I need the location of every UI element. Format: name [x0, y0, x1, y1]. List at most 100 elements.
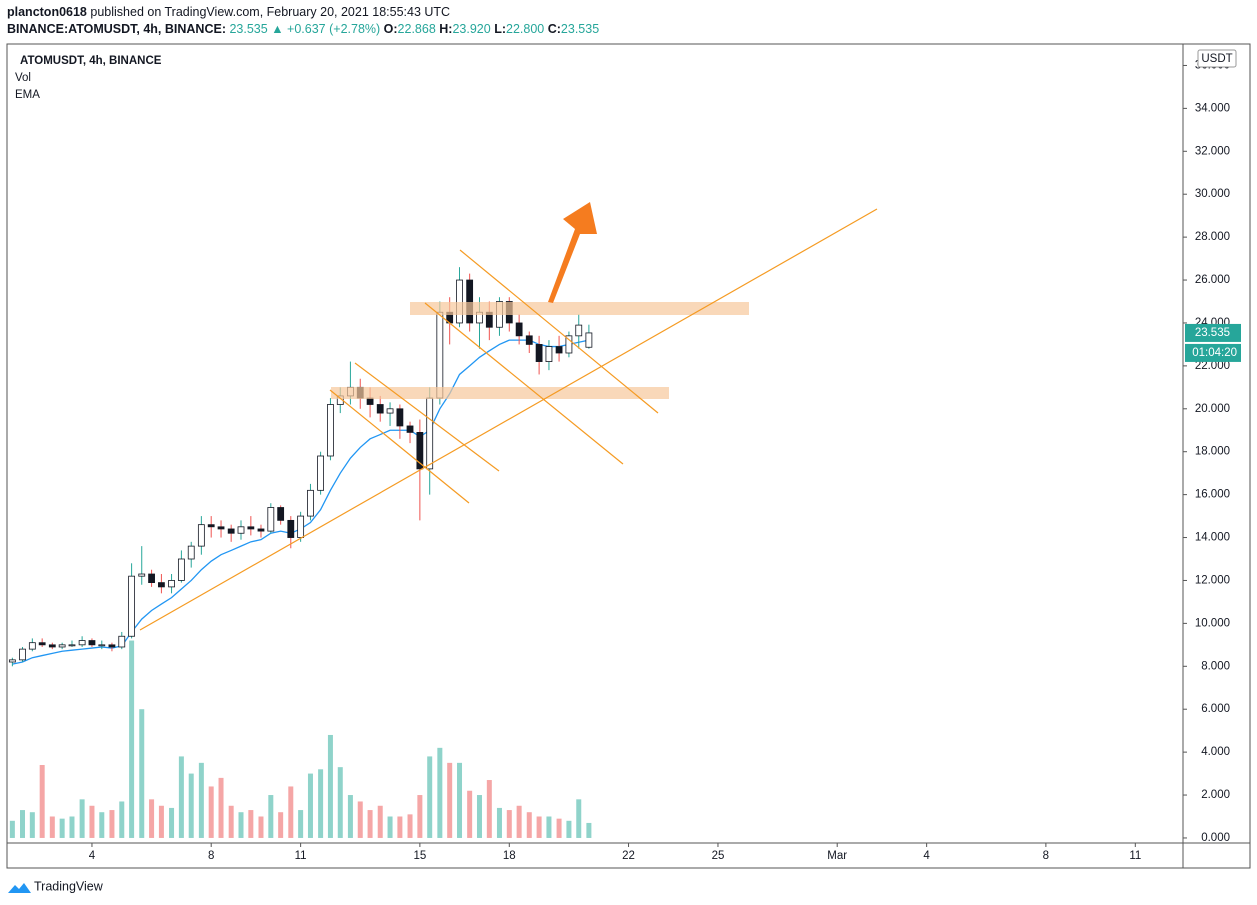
- y-tick-label: 32.000: [1195, 145, 1230, 157]
- volume-bar: [526, 812, 532, 838]
- x-tick-label: 4: [923, 850, 930, 862]
- countdown: 01:04:20: [1192, 347, 1237, 359]
- candle-body: [247, 526, 255, 530]
- user: plancton0618: [7, 5, 87, 19]
- volume-bar: [149, 799, 155, 838]
- x-tick-label: 11: [1129, 850, 1141, 862]
- volume-bar: [29, 812, 35, 838]
- candle-body: [416, 431, 424, 470]
- axes: 0.000 2.000 4.000 6.000 8.000 10.000 12.000 14.…: [89, 59, 1241, 862]
- arrow: ▲: [271, 22, 284, 36]
- legend-ema: EMA: [15, 89, 40, 101]
- candle-body: [28, 642, 36, 650]
- publish-line: plancton0618 published on TradingView.co…: [7, 5, 450, 19]
- volume-bar: [457, 762, 463, 838]
- y-tick-label: 16.000: [1195, 489, 1230, 501]
- volume-bar: [566, 820, 572, 838]
- x-tick-label: 11: [295, 850, 307, 862]
- y-tick-label: 20.000: [1195, 403, 1230, 415]
- channel-line: [329, 389, 470, 504]
- volume-bar: [397, 816, 403, 838]
- candle-body: [525, 335, 533, 345]
- candle-body: [38, 642, 46, 646]
- volume-bar: [377, 805, 383, 838]
- y-tick-label: 28.000: [1195, 231, 1230, 243]
- volume-bar: [367, 810, 373, 838]
- x-tick-label: 4: [89, 850, 96, 862]
- candle-body: [68, 644, 76, 647]
- candle-body: [466, 279, 474, 324]
- volume-bar: [79, 799, 85, 838]
- y-tick-label: 0.000: [1201, 832, 1230, 844]
- volume-bar: [298, 810, 304, 838]
- frame: [6, 43, 1251, 869]
- candle-body: [396, 408, 404, 427]
- candle-body: [456, 279, 463, 324]
- volume-bar: [437, 747, 443, 838]
- ohlc-key: C:: [547, 22, 561, 36]
- candle-body: [287, 519, 295, 538]
- candle-body: [386, 408, 394, 414]
- ohlc-key: H:: [439, 22, 453, 36]
- volume-bar: [178, 756, 184, 838]
- candle-body: [98, 644, 106, 647]
- symbol-line: BINANCE:ATOMUSDT, 4h, BINANCE: 23.535 ▲ …: [7, 22, 599, 36]
- symbol: BINANCE:ATOMUSDT, 4h, BINANCE:: [7, 22, 226, 36]
- candle-body: [19, 648, 26, 661]
- volume-bar: [158, 805, 164, 838]
- volume-bar: [228, 805, 234, 838]
- volume-bar: [9, 820, 15, 838]
- y-tick-label: 10.000: [1195, 617, 1230, 629]
- channel-line: [424, 302, 624, 465]
- y-tick-label: 2.000: [1201, 789, 1230, 801]
- volume-bar: [278, 812, 284, 838]
- volume-bar: [536, 816, 542, 838]
- candle-body: [237, 526, 245, 534]
- candle-body: [376, 404, 384, 414]
- volume-bar: [218, 777, 224, 838]
- volume-bar: [586, 822, 592, 838]
- candle-body: [8, 659, 16, 663]
- volume-bar: [258, 816, 264, 838]
- change: +0.637 (+2.78%): [287, 22, 381, 36]
- volume-bar: [139, 709, 145, 838]
- candle-body: [197, 524, 205, 547]
- volume-bar: [447, 762, 453, 838]
- volume-bar: [427, 756, 433, 838]
- candle-body: [128, 575, 136, 637]
- candle-body: [227, 528, 235, 534]
- ohlc-value: 23.535: [560, 22, 600, 36]
- candle-body: [515, 322, 523, 337]
- candle-body: [317, 455, 325, 491]
- volume-bar: [99, 812, 105, 838]
- volume-bar: [318, 769, 324, 838]
- candle-body: [267, 507, 275, 532]
- logo: [8, 883, 31, 893]
- trend-line: [139, 208, 878, 631]
- candle-body: [118, 635, 126, 648]
- candle-body: [58, 644, 66, 648]
- candle-body: [78, 640, 86, 646]
- y-tick-label: 26.000: [1195, 274, 1230, 286]
- candle-body: [207, 524, 215, 528]
- candle-body: [565, 335, 573, 354]
- countdown-tag: [1185, 343, 1241, 362]
- candle-body: [585, 332, 593, 348]
- candle-body: [138, 573, 146, 577]
- x-tick-label: 15: [413, 850, 426, 862]
- candle-body: [575, 324, 583, 337]
- last-price: 23.535: [1195, 327, 1230, 339]
- volume-bar: [556, 818, 562, 838]
- candle-body: [555, 346, 563, 354]
- volume-bar: [129, 640, 135, 838]
- price: 23.535: [229, 22, 268, 36]
- candle-body: [307, 489, 314, 517]
- x-tick-label: 18: [503, 850, 516, 862]
- ohlc-key: L:: [494, 22, 506, 36]
- candle-body: [535, 344, 543, 362]
- trend-lines: [139, 208, 878, 631]
- candle-body: [426, 397, 434, 470]
- candle-body: [187, 545, 195, 560]
